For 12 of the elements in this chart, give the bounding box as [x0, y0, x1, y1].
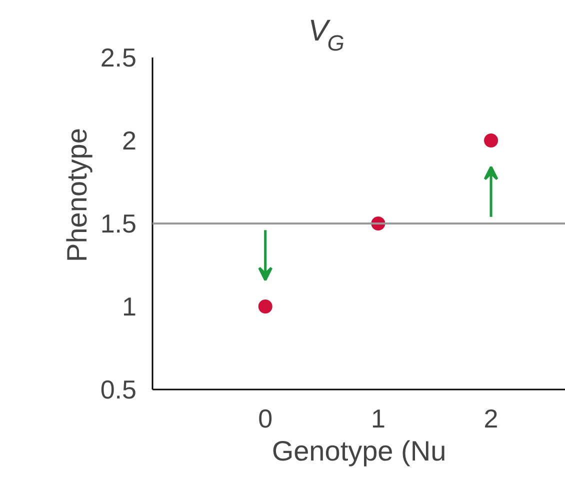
- y-axis-title: Phenotype: [61, 128, 92, 262]
- point: [484, 134, 498, 148]
- x-tick-label: 2: [484, 404, 498, 434]
- y-tick-label: 2.5: [100, 42, 137, 72]
- y-tick-label: 1: [122, 292, 137, 322]
- y-tick-label: 0.5: [100, 374, 137, 404]
- y-tick-label: 1.5: [100, 208, 137, 238]
- x-tick-label: 1: [370, 404, 386, 434]
- y-tick-label: 2: [122, 126, 137, 156]
- x-axis-title: Genotype (Nu: [272, 436, 446, 466]
- x-tick-label: 0: [258, 404, 273, 434]
- point: [258, 300, 272, 314]
